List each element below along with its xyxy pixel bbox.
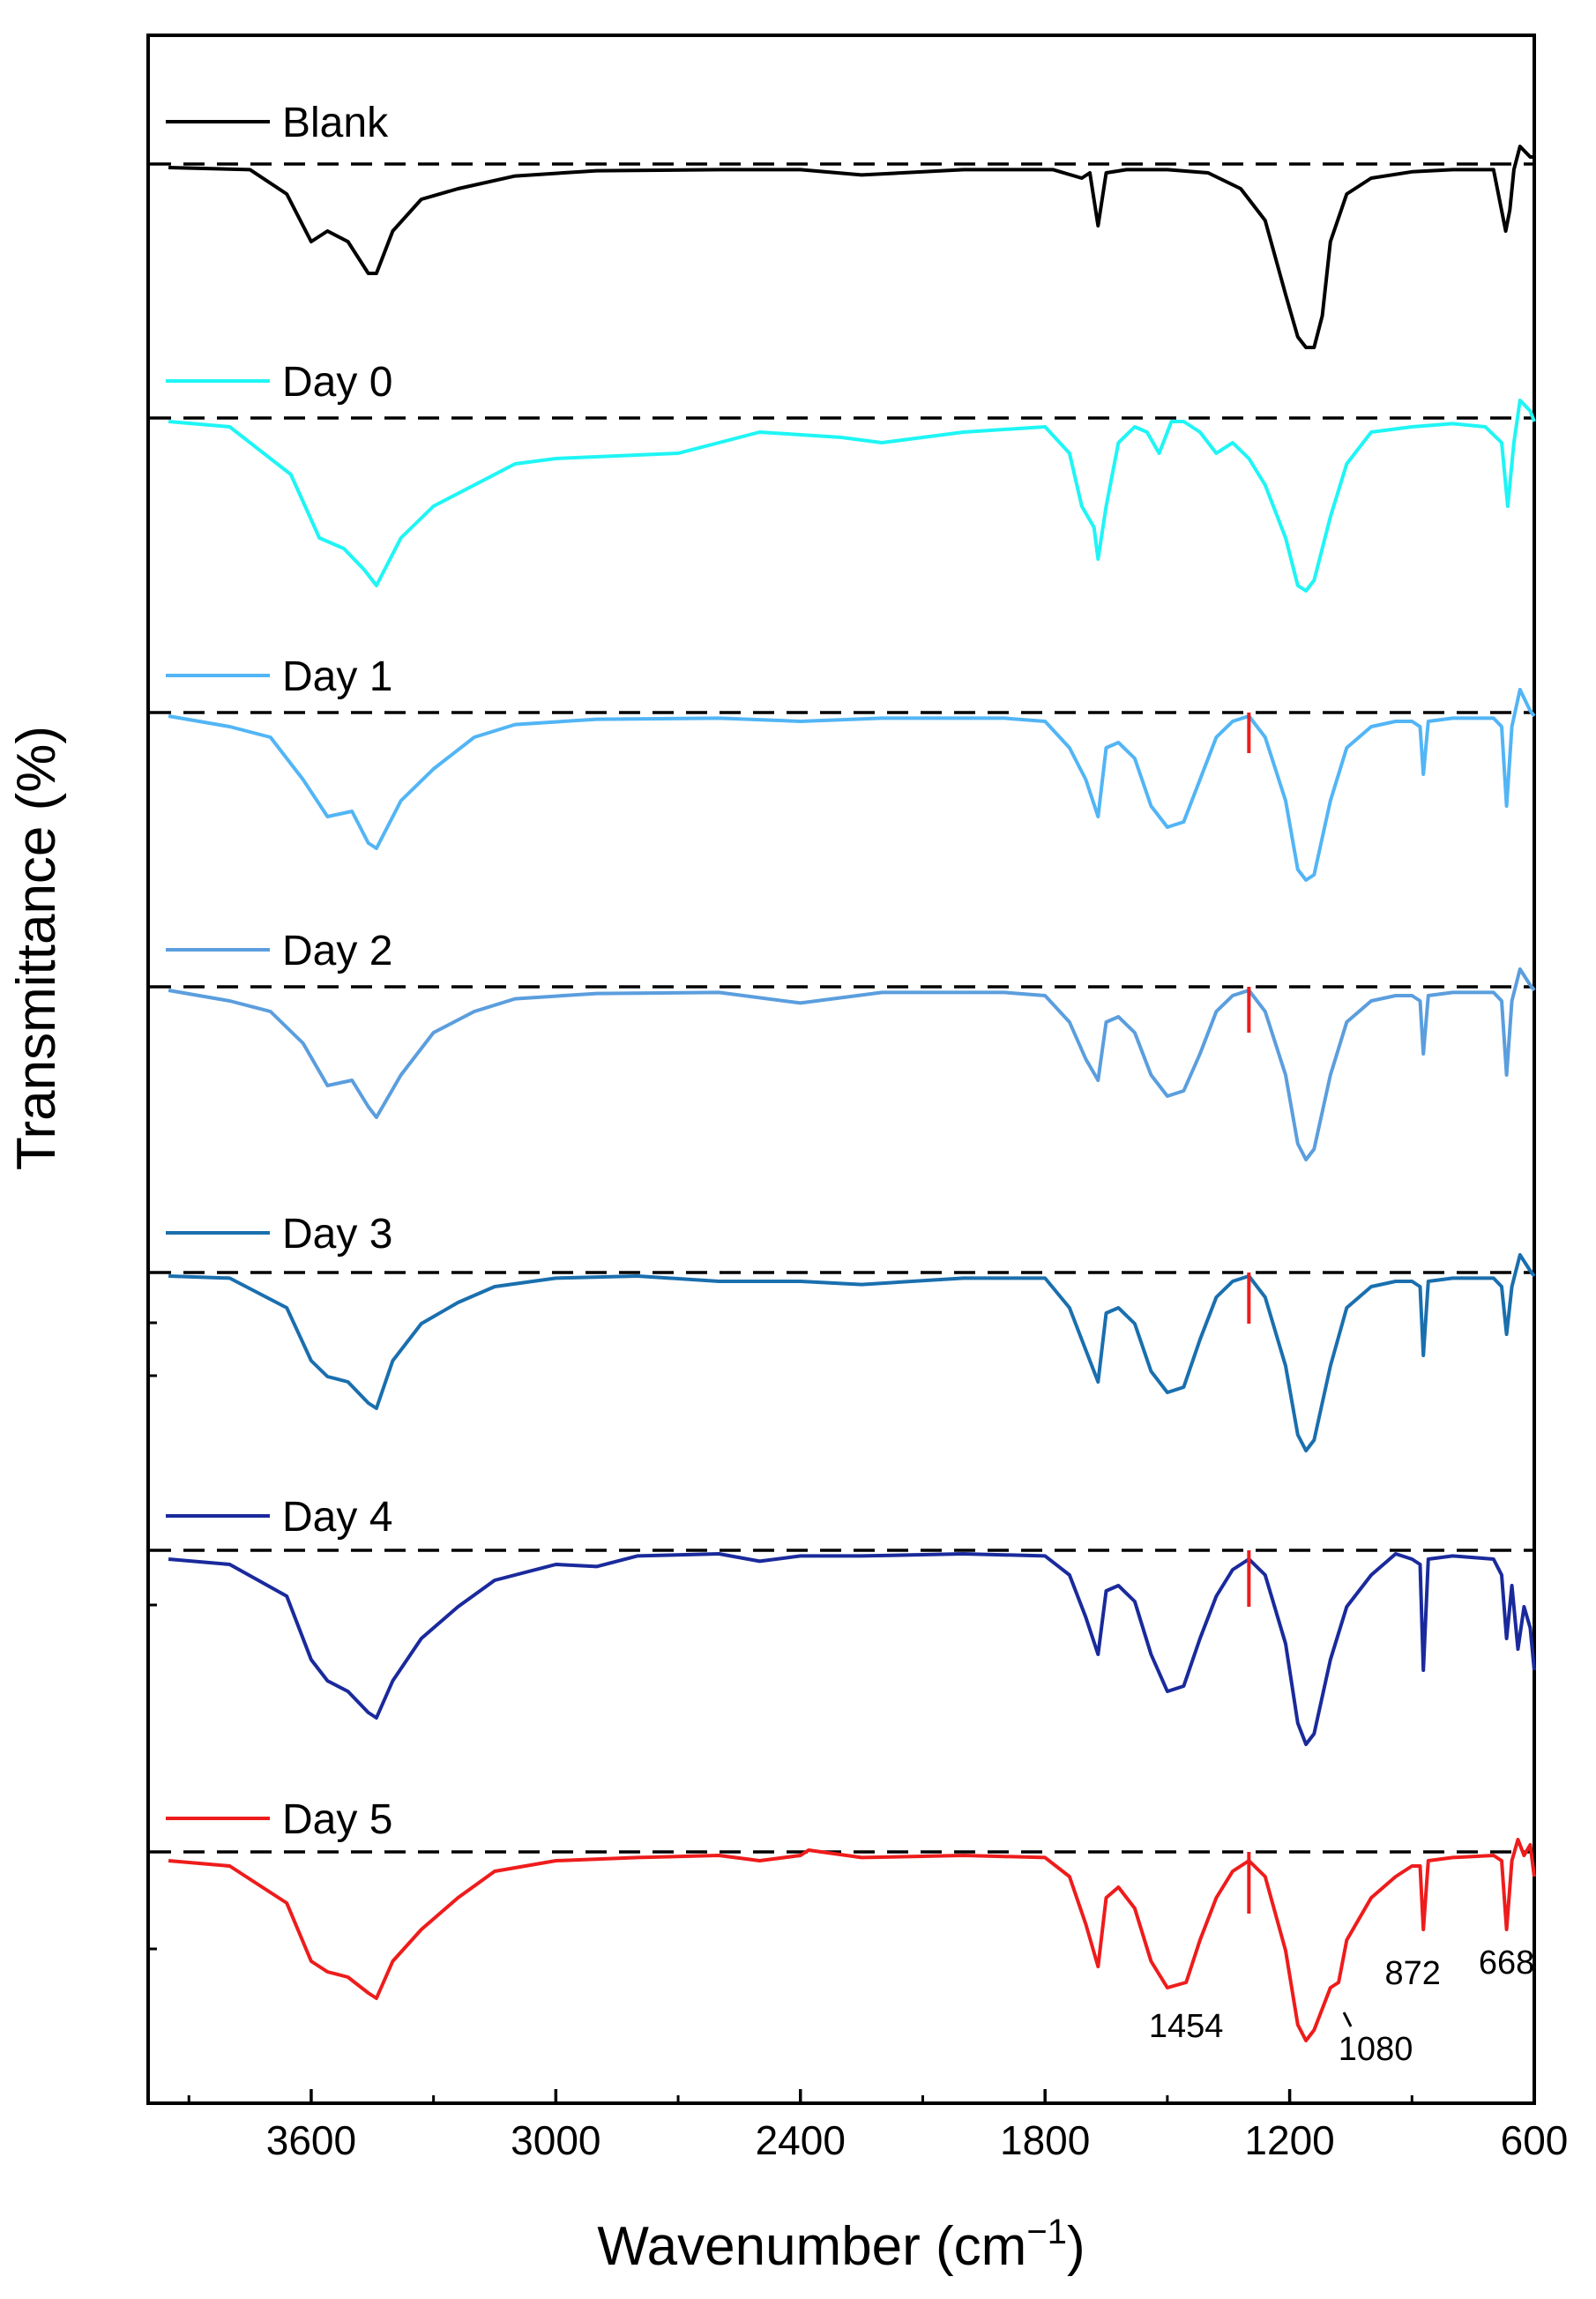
annotation-872: 872 xyxy=(1385,1955,1441,1992)
x-tick-label-2400: 2400 xyxy=(756,2117,846,2163)
legend: Blank Day 0 Day 1 Day 2 Day 3 Day 4 Day 5 xyxy=(166,100,392,1843)
x-tick-label-1800: 1800 xyxy=(1000,2117,1090,2163)
series-line-day-3 xyxy=(168,1253,1536,1452)
x-tick-label-1200: 1200 xyxy=(1244,2117,1334,2163)
annotation-668: 668 xyxy=(1479,1944,1534,1982)
y-axis-title: Transmittance (%) xyxy=(6,726,67,1170)
series-line-day-0 xyxy=(168,399,1536,593)
x-tick-label-3000: 3000 xyxy=(511,2117,600,2163)
series-line-day-1 xyxy=(168,688,1536,882)
legend-label-blank: Blank xyxy=(282,100,389,146)
baselines xyxy=(150,162,1533,1854)
series-line-day-4 xyxy=(168,1552,1536,1746)
annotation-leader-1080 xyxy=(1342,2012,1353,2027)
x-axis-title-main: Wavenumber (cm xyxy=(597,2216,1026,2277)
legend-label-day-0: Day 0 xyxy=(282,359,392,406)
annotations: 1454 1080 872 668 xyxy=(1149,1944,1534,2068)
x-axis-title: Wavenumber (cm−1) xyxy=(597,2213,1085,2277)
x-tick-label-600: 600 xyxy=(1501,2117,1569,2163)
annotation-1454: 1454 xyxy=(1149,2008,1224,2045)
legend-label-day-3: Day 3 xyxy=(282,1211,392,1258)
series-line-blank xyxy=(168,145,1534,349)
series-group xyxy=(168,145,1536,2042)
legend-label-day-1: Day 1 xyxy=(282,653,392,700)
series-line-day-2 xyxy=(168,967,1536,1161)
plot-frame xyxy=(146,34,1536,2105)
series-line-day-5 xyxy=(168,1838,1536,2042)
x-tick-label-3600: 3600 xyxy=(266,2117,356,2163)
legend-label-day-5: Day 5 xyxy=(282,1796,392,1843)
x-axis-title-close: ) xyxy=(1067,2216,1085,2277)
x-axis-title-superscript: −1 xyxy=(1026,2213,1067,2251)
x-axis-ticks: 3600 3000 2400 1800 1200 600 xyxy=(148,1321,1569,2163)
legend-label-day-2: Day 2 xyxy=(282,928,392,974)
legend-label-day-4: Day 4 xyxy=(282,1494,392,1541)
annotation-1080: 1080 xyxy=(1339,2031,1413,2068)
